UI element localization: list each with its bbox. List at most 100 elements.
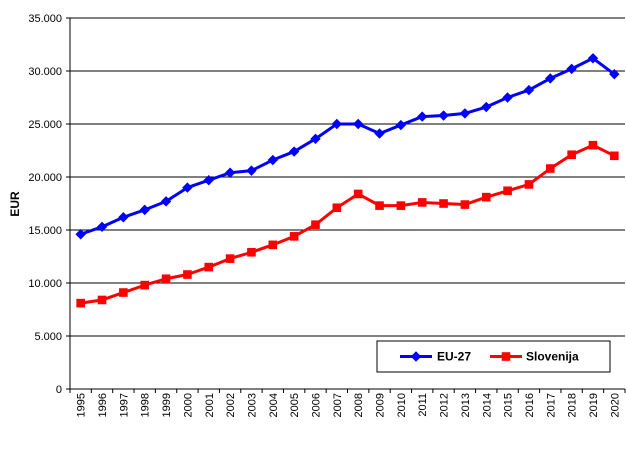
x-tick-label: 2014 <box>481 393 493 417</box>
x-tick-label: 2016 <box>524 393 536 417</box>
x-axis-tick-labels: 1995 1996 1997 1998 1999 2000 2001 2002 2003 2004… <box>69 389 626 417</box>
data-point <box>331 118 343 130</box>
data-point <box>375 201 384 210</box>
data-point <box>610 151 619 161</box>
data-point <box>481 101 492 113</box>
data-point <box>203 174 214 186</box>
data-point <box>204 262 214 272</box>
data-point <box>119 288 128 297</box>
data-point <box>118 212 129 223</box>
legend-item: Slovenija <box>490 350 579 364</box>
x-tick-label: 2011 <box>417 393 429 417</box>
data-point <box>588 140 598 150</box>
data-point <box>97 295 107 305</box>
x-tick-label: 2001 <box>204 393 216 417</box>
y-tick-label: 5.000 <box>34 331 62 343</box>
data-point <box>96 221 108 233</box>
data-point <box>503 186 512 196</box>
legend-marker <box>410 351 422 362</box>
data-point <box>524 180 534 189</box>
data-point <box>332 203 342 213</box>
x-tick-label: 2008 <box>353 393 365 417</box>
x-tick-label: 1999 <box>161 393 173 417</box>
data-point <box>567 150 576 160</box>
data-point <box>161 274 171 284</box>
x-tick-label: 2018 <box>567 393 579 417</box>
legend-label: EU-27 <box>437 350 471 364</box>
data-point <box>139 204 150 216</box>
data-point <box>140 280 150 290</box>
series-line <box>80 143 615 305</box>
data-point <box>310 133 321 145</box>
data-point <box>289 232 299 241</box>
series-layer <box>75 53 620 308</box>
data-point <box>224 167 236 178</box>
data-point <box>374 128 385 139</box>
data-point <box>459 108 471 119</box>
x-tick-label: 2009 <box>375 393 387 417</box>
data-point <box>439 199 448 208</box>
x-tick-label: 2005 <box>289 393 301 417</box>
data-point <box>183 270 192 279</box>
data-point <box>438 110 449 121</box>
y-tick-label: 15.000 <box>28 225 62 237</box>
x-tick-label: 2015 <box>503 393 515 417</box>
x-tick-label: 2003 <box>246 393 258 417</box>
legend-item: EU-27 <box>400 350 471 364</box>
data-point <box>160 196 172 207</box>
legend: EU-27 Slovenija <box>376 340 611 373</box>
x-tick-label: 2017 <box>545 393 557 417</box>
x-tick-label: 1998 <box>140 393 152 417</box>
x-tick-label: 2000 <box>182 393 194 417</box>
series-1 <box>76 140 619 308</box>
x-tick-label: 2010 <box>396 393 408 417</box>
data-point <box>523 84 535 96</box>
data-point <box>247 247 256 257</box>
data-point <box>396 201 406 210</box>
y-tick-label: 10.000 <box>28 278 62 290</box>
series-line <box>80 56 616 236</box>
data-point <box>267 154 278 166</box>
data-point <box>481 192 491 202</box>
data-point <box>246 165 257 176</box>
data-point <box>268 240 278 250</box>
y-tick-label: 35.000 <box>28 13 62 25</box>
x-tick-label: 1996 <box>97 393 109 417</box>
x-tick-label: 2012 <box>439 393 451 417</box>
data-point <box>502 92 513 103</box>
series-0 <box>75 53 620 240</box>
data-point <box>288 146 300 157</box>
legend-marker <box>501 352 511 361</box>
x-tick-label: 2006 <box>310 393 322 417</box>
data-point <box>75 229 86 240</box>
x-tick-label: 2020 <box>609 393 621 417</box>
x-tick-label: 1997 <box>118 393 130 417</box>
y-tick-label: 25.000 <box>28 119 62 131</box>
y-axis-tick-labels: 0 5.000 10.000 15.000 20.000 25.000 30.000 35.0… <box>28 13 62 396</box>
data-point <box>311 220 320 229</box>
data-point <box>545 73 556 84</box>
data-point <box>545 164 555 173</box>
y-tick-label: 20.000 <box>28 172 62 184</box>
x-tick-label: 2002 <box>225 393 237 417</box>
x-tick-label: 1995 <box>76 393 88 417</box>
y-axis-title: EUR <box>8 191 22 217</box>
x-tick-label: 2004 <box>268 393 280 417</box>
data-point <box>76 298 85 308</box>
x-tick-label: 2013 <box>460 393 472 417</box>
data-point <box>353 189 363 199</box>
y-tick-label: 0 <box>56 384 62 396</box>
data-point <box>417 198 427 207</box>
data-point <box>395 119 407 131</box>
data-point <box>587 53 599 64</box>
legend-label: Slovenija <box>526 350 579 364</box>
x-tick-label: 2019 <box>588 393 600 417</box>
y-tick-label: 30.000 <box>28 66 62 78</box>
data-point <box>352 118 364 130</box>
x-tick-label: 2007 <box>332 393 344 417</box>
data-point <box>566 63 577 75</box>
data-point <box>182 182 193 193</box>
data-point <box>225 254 235 263</box>
data-point <box>460 200 470 209</box>
